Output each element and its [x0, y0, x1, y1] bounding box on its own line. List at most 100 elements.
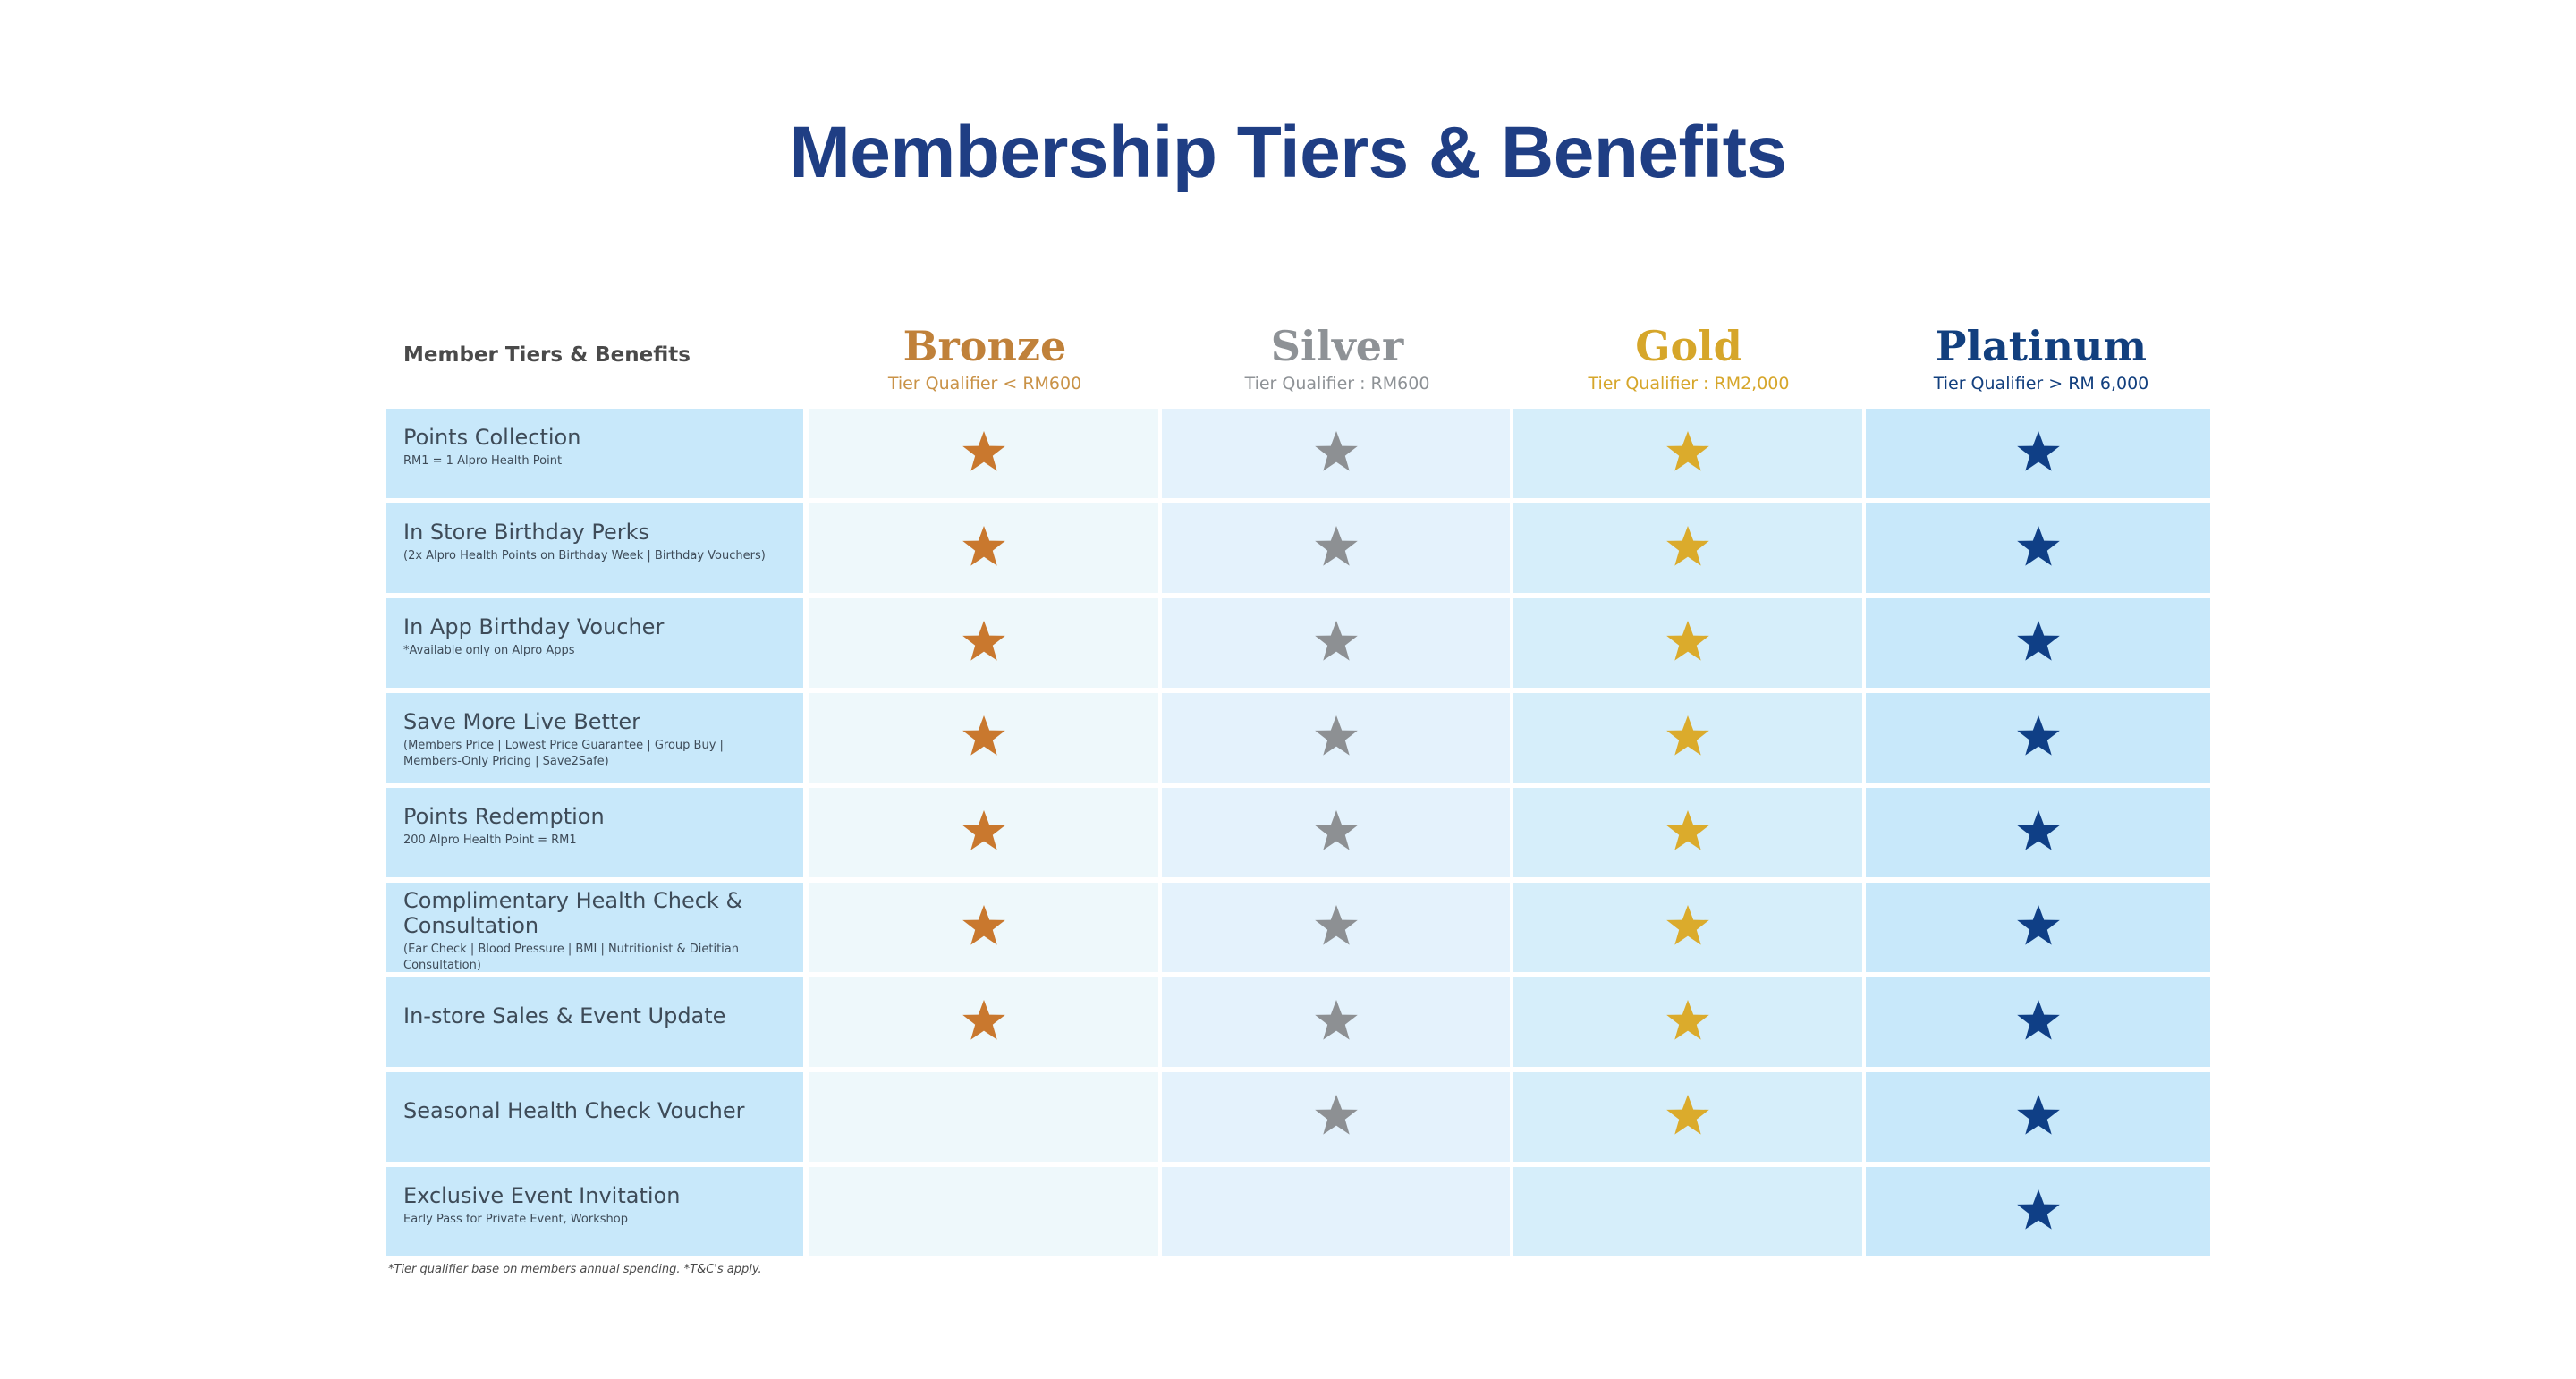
- star-icon: [1314, 1095, 1358, 1135]
- tier-cell-bronze: [809, 788, 1158, 877]
- tier-cell-gold: [1513, 883, 1862, 972]
- table-row: In App Birthday Voucher *Available only o…: [386, 598, 2210, 688]
- tier-qualifier: Tier Qualifier : RM2,000: [1588, 374, 1790, 393]
- benefit-label-cell: Save More Live Better (Members Price | Lo…: [386, 693, 803, 783]
- tier-header-platinum: Platinum Tier Qualifier > RM 6,000: [1866, 313, 2216, 393]
- star-icon: [962, 715, 1005, 756]
- star-icon: [962, 905, 1005, 945]
- benefit-label-cell: Seasonal Health Check Voucher: [386, 1072, 803, 1162]
- tier-cell-gold: [1513, 1072, 1862, 1162]
- star-icon: [1314, 1000, 1358, 1040]
- star-icon: [1666, 810, 1709, 850]
- benefit-label-cell: Exclusive Event Invitation Early Pass for…: [386, 1167, 803, 1256]
- star-icon: [2016, 431, 2060, 471]
- star-icon: [1666, 621, 1709, 661]
- membership-table: Member Tiers & Benefits Bronze Tier Qual…: [386, 313, 2210, 1256]
- tier-cell-gold: [1513, 977, 1862, 1067]
- benefit-sublabel: RM1 = 1 Alpro Health Point: [403, 454, 563, 468]
- tier-name: Gold: [1635, 322, 1742, 370]
- star-icon: [2016, 810, 2060, 850]
- benefit-label-cell: In App Birthday Voucher *Available only o…: [386, 598, 803, 688]
- star-icon: [2016, 1000, 2060, 1040]
- tier-cell-bronze: [809, 883, 1158, 972]
- tier-cell-bronze: [809, 409, 1158, 498]
- table-row: Seasonal Health Check Voucher: [386, 1072, 2210, 1162]
- star-icon: [962, 810, 1005, 850]
- tier-cell-gold: [1513, 693, 1862, 783]
- star-icon: [1666, 1000, 1709, 1040]
- table-row: In-store Sales & Event Update: [386, 977, 2210, 1067]
- star-icon: [1666, 715, 1709, 756]
- tier-cell-silver: [1162, 409, 1510, 498]
- benefit-sublabel: (2x Alpro Health Points on Birthday Week…: [403, 549, 766, 563]
- tier-qualifier: Tier Qualifier : RM600: [1244, 374, 1430, 393]
- tier-cell-platinum: [1866, 1167, 2210, 1256]
- benefit-label: In-store Sales & Event Update: [403, 1003, 726, 1028]
- star-icon: [1666, 1095, 1709, 1135]
- table-row: Exclusive Event Invitation Early Pass for…: [386, 1167, 2210, 1256]
- benefit-label: Points Collection: [403, 425, 581, 450]
- star-icon: [2016, 1095, 2060, 1135]
- star-icon: [1666, 526, 1709, 566]
- tier-cell-silver: [1162, 788, 1510, 877]
- tier-cell-bronze: [809, 693, 1158, 783]
- table-row: Save More Live Better (Members Price | Lo…: [386, 693, 2210, 783]
- star-icon: [2016, 621, 2060, 661]
- tier-cell-gold: [1513, 503, 1862, 593]
- table-row: Points Redemption 200 Alpro Health Point …: [386, 788, 2210, 877]
- star-icon: [962, 526, 1005, 566]
- benefit-sublabel: (Ear Check | Blood Pressure | BMI | Nutr…: [403, 943, 740, 972]
- benefit-sublabel: Early Pass for Private Event, Workshop: [403, 1213, 628, 1226]
- tier-cell-platinum: [1866, 693, 2210, 783]
- star-icon: [2016, 1189, 2060, 1230]
- tier-qualifier: Tier Qualifier > RM 6,000: [1933, 374, 2149, 393]
- tier-cell-gold: [1513, 1167, 1862, 1256]
- star-icon: [1314, 905, 1358, 945]
- benefit-sublabel: 200 Alpro Health Point = RM1: [403, 833, 577, 847]
- tier-cell-silver: [1162, 598, 1510, 688]
- benefit-label-cell: Complimentary Health Check & Consultatio…: [386, 883, 803, 972]
- star-icon: [1314, 526, 1358, 566]
- table-row: Points Collection RM1 = 1 Alpro Health Po…: [386, 409, 2210, 498]
- star-icon: [2016, 905, 2060, 945]
- tier-qualifier: Tier Qualifier < RM600: [887, 374, 1082, 393]
- benefit-rows: Points Collection RM1 = 1 Alpro Health Po…: [386, 409, 2210, 1262]
- star-icon: [962, 621, 1005, 661]
- tier-cell-platinum: [1866, 977, 2210, 1067]
- benefit-label: Exclusive Event Invitation: [403, 1183, 681, 1208]
- star-icon: [1314, 715, 1358, 756]
- tier-cell-platinum: [1866, 598, 2210, 688]
- star-icon: [2016, 526, 2060, 566]
- page-title: Membership Tiers & Benefits: [789, 112, 1787, 193]
- tier-cell-platinum: [1866, 1072, 2210, 1162]
- tier-cell-bronze: [809, 1072, 1158, 1162]
- tier-cell-silver: [1162, 693, 1510, 783]
- benefit-label: In App Birthday Voucher: [403, 614, 665, 639]
- tier-cell-silver: [1162, 1167, 1510, 1256]
- tier-cell-bronze: [809, 598, 1158, 688]
- tier-header-silver: Silver Tier Qualifier : RM600: [1162, 313, 1513, 393]
- footnote: *Tier qualifier base on members annual s…: [388, 1263, 762, 1276]
- tier-cell-silver: [1162, 977, 1510, 1067]
- table-row: Complimentary Health Check & Consultatio…: [386, 883, 2210, 972]
- table-row: In Store Birthday Perks (2x Alpro Health …: [386, 503, 2210, 593]
- tier-cell-silver: [1162, 1072, 1510, 1162]
- benefit-label: Points Redemption: [403, 804, 605, 829]
- benefit-label: Seasonal Health Check Voucher: [403, 1098, 745, 1123]
- benefit-sublabel: *Available only on Alpro Apps: [403, 644, 575, 657]
- star-icon: [1314, 810, 1358, 850]
- benefit-label-cell: In Store Birthday Perks (2x Alpro Health …: [386, 503, 803, 593]
- benefit-label-cell: Points Redemption 200 Alpro Health Point …: [386, 788, 803, 877]
- star-icon: [1314, 621, 1358, 661]
- tier-cell-gold: [1513, 409, 1862, 498]
- tier-cell-bronze: [809, 503, 1158, 593]
- tier-name: Bronze: [902, 322, 1067, 370]
- star-icon: [962, 1000, 1005, 1040]
- tier-cell-silver: [1162, 503, 1510, 593]
- tier-cell-platinum: [1866, 788, 2210, 877]
- table-header: Member Tiers & Benefits Bronze Tier Qual…: [386, 313, 2210, 408]
- star-icon: [962, 431, 1005, 471]
- benefit-label: Save More Live Better: [403, 709, 640, 734]
- star-icon: [1666, 431, 1709, 471]
- tier-cell-silver: [1162, 883, 1510, 972]
